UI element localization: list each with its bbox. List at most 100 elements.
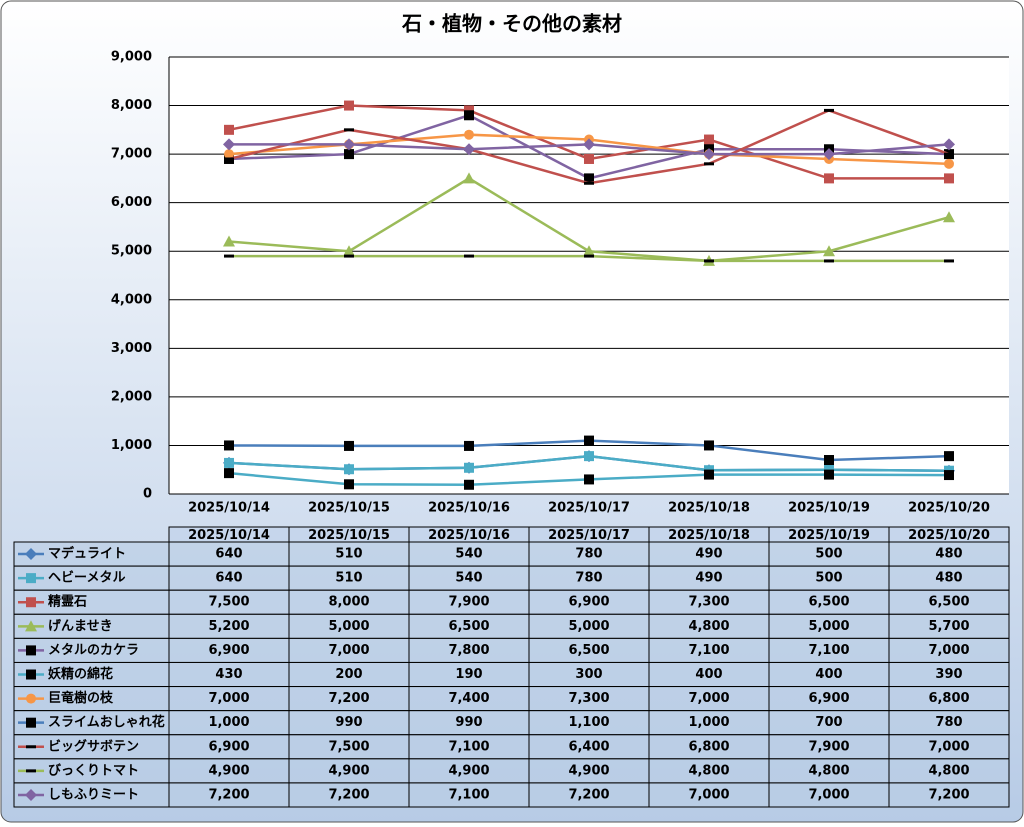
x-tick-label: 2025/10/17: [548, 501, 630, 516]
table-cell: 510: [335, 571, 362, 586]
table-cell: 7,400: [448, 691, 489, 706]
legend-label: 精霊石: [48, 594, 87, 610]
table-cell: 780: [935, 715, 962, 730]
y-tick-label: 8,000: [111, 98, 152, 113]
data-point: [344, 464, 354, 475]
legend-marker: [26, 745, 36, 749]
table-cell: 190: [455, 667, 482, 682]
data-point: [583, 245, 595, 257]
table-cell: 6,400: [568, 739, 609, 754]
table-cell: 7,000: [688, 787, 729, 802]
y-tick-label: 3,000: [111, 341, 152, 356]
table-row: [13, 565, 1010, 591]
data-point: [943, 138, 955, 151]
data-point: [464, 254, 474, 258]
table-cell: 480: [935, 571, 962, 586]
table-cell: 5,700: [928, 619, 969, 634]
x-tick-label: 2025/10/19: [788, 501, 870, 516]
table-header: 2025/10/19: [788, 528, 870, 543]
legend-label: ヘビーメタル: [48, 570, 125, 586]
table-cell: 7,200: [328, 691, 369, 706]
table-cell: 6,500: [448, 619, 489, 634]
data-point: [704, 134, 714, 145]
data-point: [824, 173, 834, 184]
table-cell: 700: [815, 715, 842, 730]
table-cell: 6,500: [808, 595, 849, 610]
table-cell: 5,000: [568, 619, 609, 634]
y-tick-label: 4,000: [111, 292, 152, 307]
table-cell: 4,800: [808, 763, 849, 778]
table-cell: 5,200: [208, 619, 249, 634]
table-cell: 490: [695, 547, 722, 562]
data-point: [224, 157, 234, 161]
table-header: 2025/10/20: [908, 528, 990, 543]
x-tick-label: 2025/10/18: [668, 501, 750, 516]
table-cell: 400: [695, 667, 722, 682]
table-cell: 640: [215, 571, 242, 586]
data-point: [343, 245, 355, 257]
table-cell: 990: [335, 715, 362, 730]
table-cell: 390: [935, 667, 962, 682]
legend-marker: [26, 717, 36, 728]
legend-marker: [25, 620, 37, 632]
y-tick-label: 5,000: [111, 244, 152, 259]
data-point: [463, 143, 475, 156]
data-point: [944, 152, 954, 156]
legend-marker: [26, 769, 36, 773]
data-point: [224, 468, 234, 479]
y-tick-label: 9,000: [111, 50, 152, 65]
x-tick-label: 2025/10/14: [188, 501, 270, 516]
legend-marker: [25, 788, 37, 801]
legend-label: スライムおしゃれ花: [48, 714, 165, 730]
legend-marker: [26, 669, 36, 680]
data-point: [344, 440, 354, 451]
table-header: 2025/10/18: [668, 528, 750, 543]
table-cell: 7,300: [688, 595, 729, 610]
table-cell: 5,000: [808, 619, 849, 634]
table-header: 2025/10/17: [548, 528, 630, 543]
table-row: [13, 589, 1010, 615]
data-point: [344, 100, 354, 111]
table-cell: 4,800: [688, 619, 729, 634]
data-point: [344, 479, 354, 490]
table-cell: 7,000: [928, 643, 969, 658]
data-point: [224, 440, 234, 451]
chart-title: 石・植物・その他の素材: [401, 12, 622, 36]
legend-marker: [25, 548, 37, 561]
data-point: [584, 181, 594, 185]
table-cell: 430: [215, 667, 242, 682]
table-header: 2025/10/14: [188, 528, 270, 543]
table-cell: 7,900: [808, 739, 849, 754]
table-cell: 400: [815, 667, 842, 682]
legend-label: 妖精の綿花: [48, 666, 113, 682]
data-point: [584, 153, 594, 164]
data-point: [344, 254, 354, 258]
data-point: [703, 148, 715, 161]
table-cell: 8,000: [328, 595, 369, 610]
table-cell: 1,000: [208, 715, 249, 730]
table-row: [13, 661, 1010, 688]
table-cell: 7,800: [448, 643, 489, 658]
data-point: [223, 235, 235, 247]
table-cell: 4,800: [688, 763, 729, 778]
table-cell: 5,000: [328, 619, 369, 634]
data-point: [464, 462, 474, 473]
table-cell: 500: [815, 571, 842, 586]
data-point: [824, 469, 834, 480]
y-tick-label: 0: [143, 487, 152, 502]
data-point: [943, 211, 955, 223]
legend-label: しもふりミート: [48, 787, 139, 802]
legend-label: メタルのカケラ: [48, 643, 139, 658]
data-point: [464, 110, 474, 121]
data-point: [944, 470, 954, 481]
table-cell: 6,900: [208, 643, 249, 658]
legend-label: ビッグサボテン: [48, 738, 139, 754]
table-row: [13, 710, 1010, 736]
table-row: [13, 541, 1010, 567]
table-header: 2025/10/16: [428, 528, 510, 543]
legend-label: げんませき: [48, 618, 113, 634]
table-cell: 540: [455, 571, 482, 586]
table-cell: 540: [455, 547, 482, 562]
legend-label: マデュライト: [48, 546, 126, 562]
